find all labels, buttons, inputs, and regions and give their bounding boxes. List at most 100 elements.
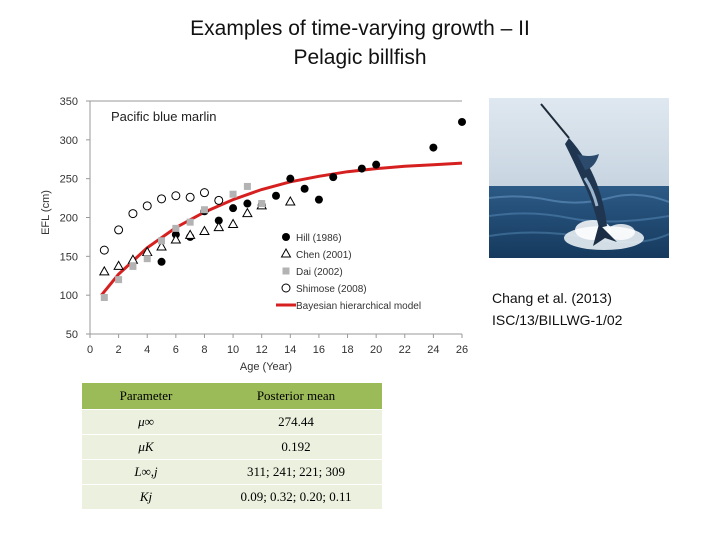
data-point [214,216,223,225]
data-point [242,207,253,218]
y-tick-label: 250 [60,174,78,186]
legend-swatch [282,267,290,275]
legend-label: Chen (2001) [296,250,352,261]
data-point [314,195,323,204]
data-point [243,182,251,190]
data-point [143,255,151,263]
table-cell-value: 0.09; 0.32; 0.20; 0.11 [210,484,382,510]
table-cell-value: 0.192 [210,434,382,460]
data-point [329,173,338,182]
data-point [214,195,224,205]
table-cell-parameter: Kj [82,484,210,510]
table-row: Kj 0.09; 0.32; 0.20; 0.11 [82,484,382,510]
citation: Chang et al. (2013) ISC/13/BILLWG-1/02 [492,287,622,331]
data-point [213,221,225,232]
y-tick-label: 100 [60,290,78,302]
y-tick-label: 350 [60,96,78,108]
x-tick-label: 8 [201,344,207,356]
legend-label: Dai (2002) [296,267,343,278]
data-point [185,192,195,202]
blue-marlin-photo [489,98,669,258]
table-cell-parameter: μ∞ [82,409,210,435]
y-tick-label: 200 [60,213,78,225]
data-point [129,262,137,270]
data-point [357,164,366,173]
data-point [99,245,109,255]
table-cell-parameter: μK [82,434,210,460]
data-point [128,209,138,219]
data-point [243,199,252,208]
citation-line1: Chang et al. (2013) [492,290,612,306]
data-point [199,188,209,198]
slide-title-line2: Pelagic billfish [293,46,427,69]
data-point [158,237,166,245]
legend-swatch [281,283,291,293]
data-point [229,190,237,198]
x-tick-label: 4 [144,344,150,356]
x-tick-label: 10 [227,344,239,356]
data-point [284,195,296,206]
y-tick-label: 300 [60,135,78,147]
data-point [114,225,124,235]
x-tick-label: 12 [256,344,268,356]
data-point [157,257,166,266]
chart-title: Pacific blue marlin [111,109,217,124]
x-tick-label: 20 [370,344,382,356]
data-point [142,201,152,211]
data-point [200,206,208,214]
data-point [372,160,381,169]
data-point [429,143,438,152]
data-point [199,225,210,235]
slide-title: Examples of time-varying growth – II Pel… [0,14,720,72]
table-header-row: Parameter Posterior mean [82,383,382,410]
table-cell-value: 311; 241; 221; 309 [210,459,382,485]
data-point [157,194,167,204]
data-point [172,224,180,232]
y-tick-label: 50 [66,329,78,341]
table-header-posterior-mean: Posterior mean [210,383,382,410]
table-header-parameter: Parameter [82,383,210,410]
data-point [186,218,194,226]
y-axis-label: EFL (cm) [40,190,52,235]
data-point [184,229,196,239]
slide-title-line1: Examples of time-varying growth – II [190,17,530,40]
legend-label: Hill (1986) [296,233,342,244]
posterior-table: Parameter Posterior mean μ∞ 274.44 μK 0.… [82,383,382,510]
x-tick-label: 0 [87,344,93,356]
data-point [286,174,295,183]
data-point [113,260,124,270]
y-tick-label: 150 [60,251,78,263]
data-point [229,204,238,213]
data-point [458,117,466,126]
data-point [170,234,182,244]
data-point [171,191,181,201]
data-point [258,200,266,208]
x-tick-label: 2 [116,344,122,356]
citation-line2: ISC/13/BILLWG-1/02 [492,312,623,328]
data-point [100,293,108,301]
x-tick-label: 16 [313,344,325,356]
data-point [300,184,309,193]
legend-swatch [280,247,292,258]
legend-label: Bayesian hierarchical model [296,301,421,312]
x-tick-label: 14 [284,344,296,356]
legend-swatch [282,233,290,241]
data-point [272,191,280,200]
table-row: μK 0.192 [82,434,382,460]
table-row: μ∞ 274.44 [82,409,382,435]
model-curve [100,161,463,297]
x-tick-label: 22 [399,344,411,356]
x-tick-label: 24 [427,344,439,356]
x-axis-label: Age (Year) [240,361,292,373]
x-tick-label: 18 [341,344,353,356]
table-cell-parameter: L∞,j [82,459,210,485]
table-cell-value: 274.44 [210,409,382,435]
data-point [98,265,110,276]
data-point [115,276,123,284]
data-point [156,240,167,251]
x-tick-label: 6 [173,344,179,356]
legend-label: Shimose (2008) [296,284,367,295]
table-row: L∞,j 311; 241; 221; 309 [82,459,382,485]
x-tick-label: 26 [456,344,468,356]
